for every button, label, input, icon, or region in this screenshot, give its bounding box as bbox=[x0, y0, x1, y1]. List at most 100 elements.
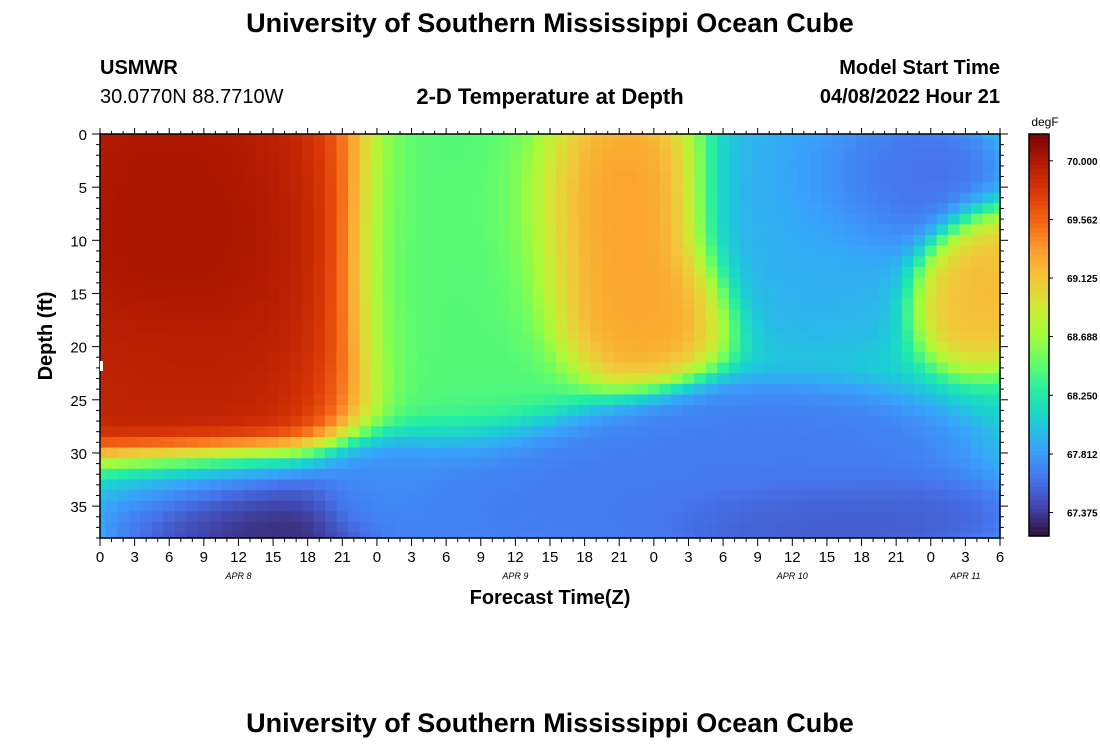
heatmap-cell bbox=[913, 277, 926, 289]
heatmap-cell bbox=[544, 415, 557, 427]
heatmap-cell bbox=[128, 266, 141, 279]
heatmap-cell bbox=[855, 320, 868, 332]
heatmap-cell bbox=[855, 511, 868, 523]
colorbar-segment bbox=[1029, 138, 1049, 144]
heatmap-cell bbox=[301, 320, 315, 332]
model-start-label: Model Start Time bbox=[839, 57, 1000, 79]
heatmap-cell bbox=[728, 362, 741, 374]
heatmap-cell bbox=[671, 309, 684, 321]
heatmap-cell bbox=[440, 437, 453, 449]
heatmap-cell bbox=[463, 139, 476, 151]
heatmap-cell bbox=[878, 256, 891, 268]
heatmap-cell bbox=[994, 320, 1001, 332]
heatmap-cell bbox=[463, 256, 476, 268]
heatmap-cell bbox=[613, 437, 626, 449]
heatmap-cell bbox=[786, 479, 799, 491]
heatmap-cell bbox=[555, 256, 568, 268]
heatmap-cell bbox=[994, 522, 1001, 534]
heatmap-cell bbox=[325, 394, 338, 406]
heatmap-cell bbox=[198, 192, 211, 204]
heatmap-cell bbox=[786, 266, 799, 279]
heatmap-cell bbox=[751, 160, 765, 172]
colorbar-segment bbox=[1029, 343, 1049, 349]
heatmap-cell bbox=[821, 160, 834, 172]
colorbar-segment bbox=[1029, 469, 1049, 475]
heatmap-cell bbox=[371, 256, 384, 268]
heatmap-cell bbox=[959, 213, 972, 225]
heatmap-cell bbox=[751, 415, 765, 427]
heatmap-cell bbox=[128, 320, 141, 332]
heatmap-cell bbox=[382, 181, 395, 194]
heatmap-cell bbox=[301, 341, 315, 353]
heatmap-cell bbox=[659, 330, 672, 342]
heatmap-cell bbox=[925, 235, 938, 247]
heatmap-cell bbox=[648, 149, 661, 162]
heatmap-cell bbox=[267, 373, 280, 385]
heatmap-cell bbox=[532, 468, 545, 481]
heatmap-cell bbox=[728, 134, 741, 140]
heatmap-cell bbox=[844, 447, 857, 459]
heatmap-cell bbox=[175, 415, 188, 427]
heatmap-cell bbox=[751, 266, 765, 279]
x-tick-label: 9 bbox=[754, 549, 762, 566]
heatmap-cell bbox=[105, 245, 118, 257]
heatmap-cell bbox=[486, 522, 499, 534]
heatmap-cell bbox=[100, 309, 107, 321]
heatmap-cell bbox=[705, 447, 718, 459]
colorbar-segment bbox=[1029, 495, 1049, 501]
heatmap-cell bbox=[405, 160, 418, 172]
heatmap-cell bbox=[786, 426, 799, 438]
heatmap-cell bbox=[140, 171, 153, 183]
heatmap-cell bbox=[751, 373, 765, 385]
heatmap-cell bbox=[844, 224, 857, 236]
heatmap-cell bbox=[486, 288, 499, 300]
heatmap-cell bbox=[751, 362, 765, 374]
heatmap-cell bbox=[578, 383, 591, 396]
heatmap-cell bbox=[544, 160, 557, 172]
heatmap-cell bbox=[775, 341, 788, 353]
heatmap-cell bbox=[278, 224, 291, 236]
heatmap-cell bbox=[521, 192, 534, 204]
heatmap-cell bbox=[244, 447, 257, 459]
heatmap-cell bbox=[405, 468, 418, 481]
heatmap-cell bbox=[521, 320, 534, 332]
heatmap-cell bbox=[775, 139, 788, 151]
heatmap-cell bbox=[325, 522, 338, 534]
heatmap-cell bbox=[348, 203, 361, 215]
heatmap-cell bbox=[348, 320, 361, 332]
heatmap-cell bbox=[948, 245, 961, 257]
heatmap-cell bbox=[151, 298, 165, 311]
heatmap-cell bbox=[867, 447, 880, 459]
heatmap-cell bbox=[140, 394, 153, 406]
heatmap-cell bbox=[740, 192, 753, 204]
heatmap-cell bbox=[348, 288, 361, 300]
colorbar-segment bbox=[1029, 241, 1049, 247]
heatmap-cell bbox=[601, 256, 615, 268]
heatmap-cell bbox=[567, 288, 580, 300]
colorbar-segment bbox=[1029, 281, 1049, 287]
heatmap-cell bbox=[855, 426, 868, 438]
heatmap-cell bbox=[659, 160, 672, 172]
heatmap-cell bbox=[198, 149, 211, 162]
heatmap-cell bbox=[751, 171, 765, 183]
heatmap-cell bbox=[175, 532, 188, 539]
heatmap-cell bbox=[705, 224, 718, 236]
heatmap-cell bbox=[775, 405, 788, 417]
heatmap-cell bbox=[244, 266, 257, 279]
heatmap-cell bbox=[659, 341, 672, 353]
x-tick-label: 21 bbox=[888, 549, 905, 566]
heatmap-cell bbox=[198, 320, 211, 332]
heatmap-cell bbox=[694, 522, 707, 534]
heatmap-cell bbox=[798, 149, 811, 162]
heatmap-cell bbox=[971, 426, 984, 438]
heatmap-cell bbox=[382, 426, 395, 438]
heatmap-cell bbox=[832, 490, 845, 502]
heatmap-cell bbox=[255, 224, 268, 236]
heatmap-cell bbox=[671, 373, 684, 385]
heatmap-cell bbox=[867, 298, 880, 311]
heatmap-cell bbox=[428, 447, 441, 459]
heatmap-cell bbox=[751, 149, 765, 162]
heatmap-cell bbox=[809, 383, 822, 396]
heatmap-cell bbox=[140, 203, 153, 215]
heatmap-cell bbox=[763, 383, 776, 396]
